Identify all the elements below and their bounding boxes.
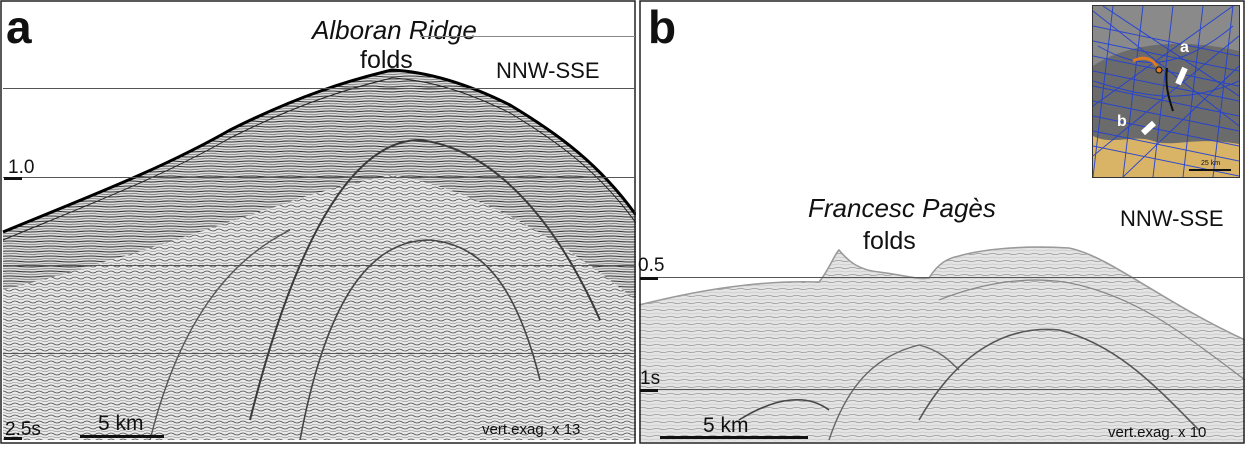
- time-line-a-1: [3, 88, 635, 89]
- panel-a-title-line2: folds: [360, 46, 413, 74]
- inset-label-a: a: [1180, 39, 1189, 56]
- tick-mark-b-2: [640, 389, 658, 392]
- vert-exag-a: vert.exag. x 13: [482, 421, 581, 438]
- panel-b-title-line2: folds: [863, 227, 916, 255]
- seismic-profile-b: [639, 0, 1245, 444]
- seismic-profile-a: [0, 0, 636, 444]
- inset-map: a b 25 km: [1092, 5, 1240, 178]
- time-tick-b-1: 0.5: [638, 255, 665, 276]
- scale-label-a: 5 km: [98, 412, 144, 435]
- time-tick-a-1: 1.0: [8, 157, 35, 178]
- panel-letter-b: b: [648, 1, 677, 53]
- time-line-a-4: [3, 353, 635, 354]
- time-line-a-3: [3, 265, 635, 266]
- vert-exag-b: vert.exag. x 10: [1108, 424, 1207, 441]
- inset-scale-label: 25 km: [1201, 160, 1221, 167]
- panel-b-title-line1: Francesc Pagès: [808, 193, 996, 223]
- scale-bar-a: [80, 435, 164, 438]
- tick-mark-a-1: [4, 177, 22, 180]
- scale-bar-b: [660, 436, 808, 439]
- time-tick-b-2: 1s: [640, 368, 661, 389]
- orientation-label-a: NNW-SSE: [496, 58, 600, 83]
- scale-label-b: 5 km: [703, 414, 749, 437]
- tick-mark-b-1: [640, 277, 658, 280]
- time-line-b-1: [640, 277, 1243, 278]
- inset-label-b: b: [1117, 113, 1127, 130]
- time-tick-a-2: 2.5s: [5, 419, 41, 440]
- panel-a-title-line1: Alboran Ridge: [312, 15, 477, 45]
- time-line-b-2: [640, 389, 1243, 390]
- tick-mark-a-2: [4, 437, 22, 440]
- inset-map-graphic: [1093, 6, 1239, 177]
- panel-letter-a: a: [6, 1, 32, 53]
- time-line-a-2: [3, 177, 635, 178]
- title-underline-a: [420, 36, 635, 37]
- orientation-label-b: NNW-SSE: [1120, 206, 1224, 231]
